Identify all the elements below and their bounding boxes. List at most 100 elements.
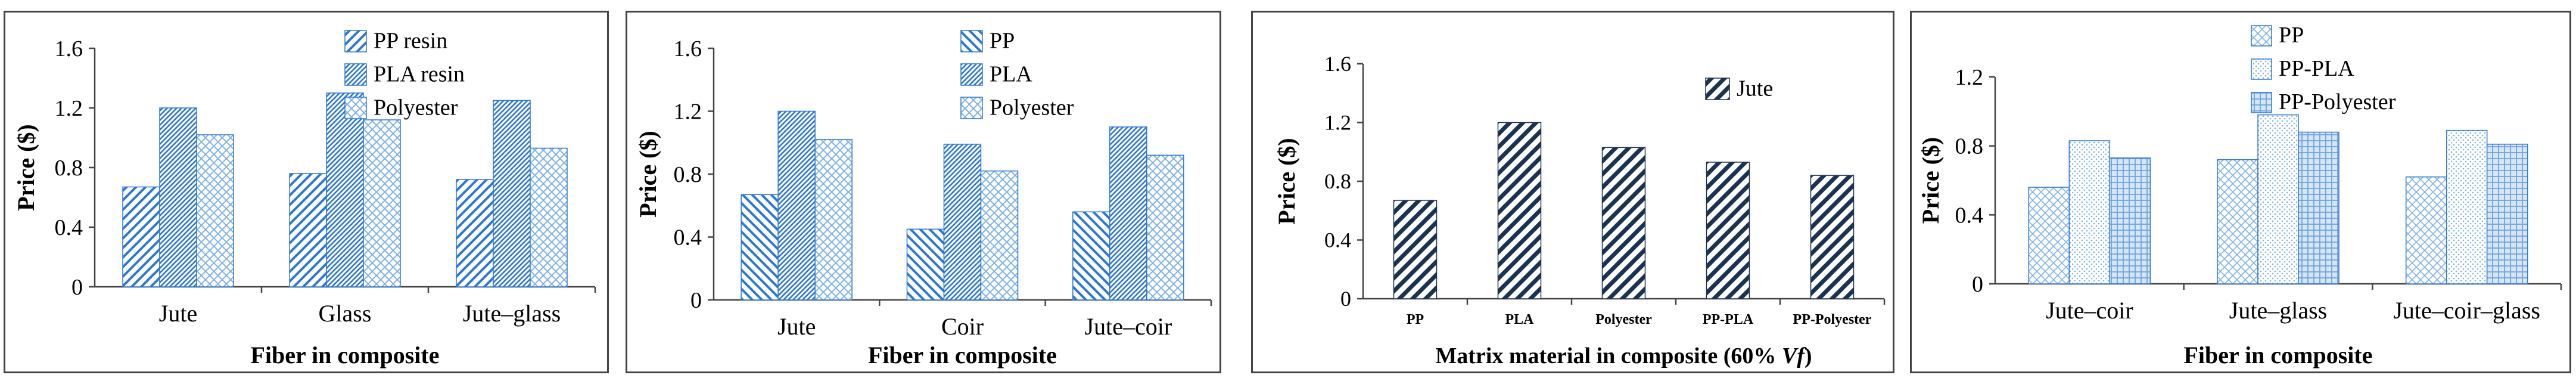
legend-label: PP-Polyester	[2279, 89, 2396, 114]
x-axis-title-italic: Vf	[1782, 343, 1806, 368]
y-tick-label: 0	[71, 275, 83, 300]
y-tick-label: 1.2	[1955, 65, 1984, 90]
bar	[2446, 129, 2488, 284]
bar	[2068, 140, 2111, 284]
y-tick-label: 0.8	[1324, 169, 1351, 193]
bar	[2405, 176, 2447, 284]
chart-svg-4: 0 0.4 0.8 1.2 Price ($) Jute–coir Jute–glass Ju…	[1917, 23, 2562, 368]
y-tick-label: 1.6	[55, 36, 83, 61]
category-label: PLA	[1505, 312, 1535, 327]
bar	[980, 170, 1019, 301]
x-axis-title: Fiber in composite	[2183, 342, 2372, 368]
legend-swatch	[960, 63, 983, 86]
category-label: Jute	[777, 313, 816, 340]
category-label: Jute	[159, 300, 197, 327]
y-tick-label: 0.4	[1955, 203, 1984, 228]
chart-panel-4: 0 0.4 0.8 1.2 Price ($) Jute–coir Jute–glass Ju…	[1910, 11, 2571, 373]
legend-label: PLA	[990, 62, 1032, 87]
legend-label: PP resin	[374, 29, 447, 54]
bar	[2486, 144, 2528, 284]
bar	[2217, 159, 2258, 284]
bar	[814, 139, 853, 301]
bar	[1109, 126, 1147, 301]
bar	[1072, 211, 1110, 301]
legend-label: PP	[2279, 23, 2304, 48]
legend-label: Polyester	[374, 95, 458, 120]
category-label: PP	[1407, 312, 1424, 327]
category-label: Jute–coir	[1085, 313, 1172, 340]
y-tick-label: 0.4	[674, 225, 702, 250]
bar	[289, 173, 327, 287]
bar	[2257, 114, 2299, 284]
category-label: PP-PLA	[1703, 312, 1754, 327]
bar	[741, 194, 779, 301]
legend-swatch	[2251, 25, 2272, 47]
bar	[530, 147, 568, 287]
bar	[122, 186, 160, 287]
bar	[943, 144, 982, 301]
bar	[326, 92, 364, 287]
chart-panel-3: 0 0.4 0.8 1.2 1.6 Price ($) PP PLA Polyester PP-P…	[1251, 11, 1894, 373]
legend-swatch	[344, 63, 367, 86]
bar	[777, 110, 816, 301]
legend-swatch	[2251, 92, 2272, 113]
bar	[906, 228, 945, 301]
bar	[196, 134, 234, 287]
y-tick-label: 1.2	[55, 96, 83, 121]
category-label: Jute–coir	[2046, 297, 2133, 324]
y-tick-label: 0	[1340, 287, 1351, 311]
y-tick-label: 1.2	[674, 99, 702, 124]
legend-label: Polyester	[990, 95, 1074, 120]
y-tick-label: 1.6	[1324, 52, 1351, 76]
y-axis-title: Price ($)	[1273, 138, 1300, 224]
bar	[2028, 187, 2070, 284]
y-tick-label: 1.6	[674, 36, 702, 61]
bar	[1706, 162, 1750, 299]
legend-label: PP-PLA	[2279, 56, 2354, 81]
bar	[1146, 154, 1184, 301]
x-axis-title-end: )	[1805, 343, 1812, 368]
y-axis-title: Price ($)	[1917, 137, 1944, 224]
y-tick-label: 0.4	[55, 215, 83, 240]
chart-panel-1: 0 0.4 0.8 1.2 1.6 Price ($) Jute Glass Jute–glas…	[4, 11, 609, 373]
category-label: Coir	[941, 313, 984, 340]
bar	[456, 179, 494, 287]
category-label: Jute–glass	[463, 300, 561, 327]
bar	[1601, 147, 1646, 299]
bar	[2109, 157, 2151, 284]
bar	[363, 119, 401, 287]
category-label: Glass	[319, 300, 372, 327]
y-axis-title: Price ($)	[13, 124, 39, 210]
legend-swatch	[960, 30, 983, 52]
bar	[159, 107, 197, 287]
y-axis-title: Price ($)	[634, 131, 661, 217]
category-label: Jute–glass	[2229, 297, 2327, 324]
legend-swatch	[344, 97, 367, 119]
bar	[1497, 122, 1542, 299]
category-label: PP-Polyester	[1793, 312, 1872, 327]
bar	[1810, 175, 1855, 299]
legend-swatch	[1705, 78, 1730, 100]
legend-label: Jute	[1737, 76, 1773, 101]
bar	[493, 100, 531, 287]
y-tick-label: 1.2	[1324, 111, 1351, 135]
x-axis-title: Matrix material in composite (60% Vf)	[1435, 343, 1812, 368]
y-tick-label: 0.4	[1324, 228, 1351, 252]
category-label: Polyester	[1595, 312, 1652, 327]
legend-swatch	[960, 97, 983, 119]
y-tick-label: 0	[1972, 272, 1983, 297]
x-axis-title: Fiber in composite	[250, 342, 439, 368]
legend-swatch	[2251, 58, 2272, 80]
chart-panel-2: 0 0.4 0.8 1.2 1.6 Price ($) Jute Coir Jute–coir F…	[626, 11, 1221, 373]
x-axis-title: Fiber in composite	[868, 342, 1057, 368]
y-tick-label: 0.8	[55, 156, 83, 181]
legend-swatch	[344, 30, 367, 52]
category-label: Jute–coir–glass	[2393, 297, 2540, 324]
chart-svg-1: 0 0.4 0.8 1.2 1.6 Price ($) Jute Glass Jute–glas…	[13, 29, 596, 368]
y-tick-label: 0	[690, 288, 702, 313]
chart-svg-3: 0 0.4 0.8 1.2 1.6 Price ($) PP PLA Polyester PP-P…	[1273, 52, 1886, 368]
bar	[2298, 131, 2339, 284]
bar	[1393, 200, 1438, 299]
y-tick-label: 0.8	[1955, 134, 1984, 159]
y-tick-label: 0.8	[674, 162, 702, 187]
